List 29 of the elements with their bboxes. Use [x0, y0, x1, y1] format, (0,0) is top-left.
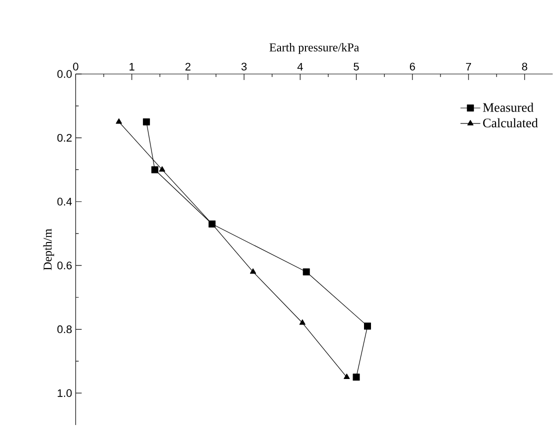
y-tick-label: 1.0 [58, 389, 72, 397]
x-tick-label: 1 [130, 62, 134, 70]
y-tick-label: 0.2 [57, 134, 72, 142]
point [364, 322, 372, 330]
x-tick-label: 3 [241, 62, 247, 70]
point [151, 166, 158, 174]
x-tick-label: 7 [466, 62, 472, 70]
x-tick-label: 4 [297, 62, 303, 70]
point [299, 319, 306, 325]
y-tick-label: 0.6 [57, 262, 72, 270]
x-tick-label: 6 [410, 62, 415, 70]
x-tick-label: 2 [185, 62, 190, 70]
point [352, 374, 360, 381]
point [159, 166, 166, 172]
x-tick-label: 0 [73, 62, 78, 70]
x-tick-label: 8 [522, 62, 528, 70]
point [302, 268, 310, 276]
point [250, 268, 256, 274]
y-axis-title: Depth/m [43, 228, 54, 270]
x-axis-title: Earth pressure/kPa [270, 43, 360, 54]
legend-label: Measured [482, 102, 534, 112]
point [116, 118, 122, 124]
y-tick-label: 0.0 [57, 70, 72, 78]
legend-label: Calculated [483, 118, 538, 128]
x-tick-label: 5 [354, 62, 359, 70]
point [344, 374, 350, 380]
point [142, 118, 150, 126]
y-tick-label: 0.4 [57, 198, 72, 206]
y-tick-label: 0.8 [57, 325, 72, 334]
